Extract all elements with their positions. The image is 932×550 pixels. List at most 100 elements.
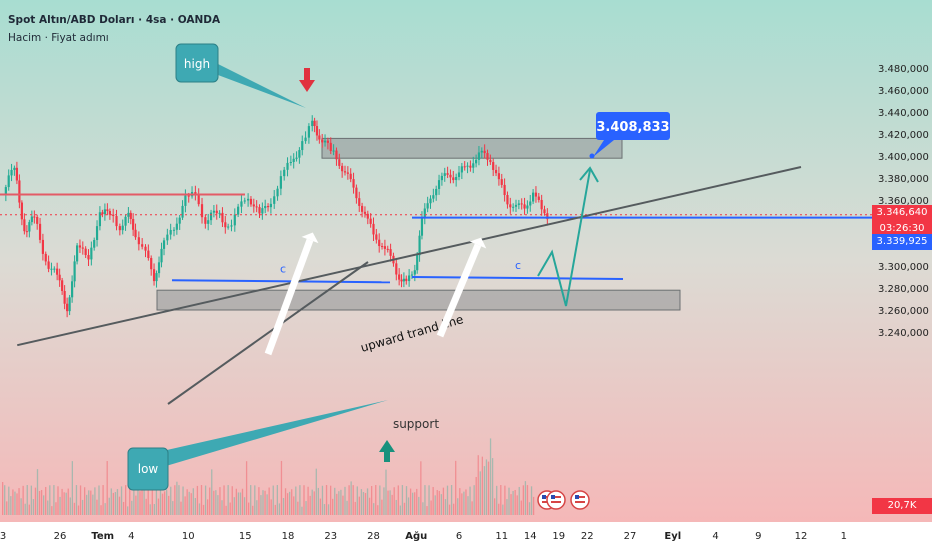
down-arrow-head	[299, 80, 315, 92]
y-tick-label: 3.460,000	[878, 86, 929, 97]
candle-body	[194, 191, 197, 195]
volume-badge: 20,7K	[872, 498, 932, 514]
projection-arrow-head	[579, 166, 599, 183]
volume-bar	[330, 485, 332, 515]
candle-body	[506, 195, 509, 205]
volume-bar	[360, 489, 363, 515]
candle-body	[129, 212, 132, 219]
low-callout-box	[127, 447, 169, 491]
candle-body	[175, 223, 178, 230]
volume-bar	[522, 485, 524, 515]
volume-bar	[293, 496, 295, 515]
candle-body	[529, 201, 532, 206]
candle-body	[514, 204, 518, 207]
flag-stripe	[575, 501, 585, 503]
candle-body	[30, 216, 33, 223]
candle-body	[157, 262, 161, 274]
candle-body	[307, 126, 310, 138]
upward-trend-line	[17, 166, 802, 347]
volume-bar	[166, 489, 168, 515]
volume-bar	[20, 498, 22, 515]
x-tick-label: 27	[624, 531, 637, 542]
volume-bar	[489, 438, 492, 515]
volume-bar	[299, 485, 301, 515]
volume-bar	[32, 499, 35, 515]
down-arrow-shaft	[304, 68, 310, 80]
volume-bar	[112, 492, 114, 515]
candle-body	[546, 213, 549, 220]
volume-bar	[340, 489, 342, 515]
volume-bar	[139, 491, 141, 515]
volume-bar	[286, 493, 289, 515]
candle-body	[361, 205, 364, 212]
candle-body	[98, 212, 101, 227]
candle-body	[443, 173, 446, 176]
volume-bar	[239, 492, 242, 515]
volume-bar	[120, 486, 123, 515]
candle-body	[53, 268, 56, 270]
volume-bar	[276, 485, 278, 515]
volume-bar	[528, 502, 531, 515]
candle-body	[520, 203, 523, 205]
y-tick-label: 3.420,000	[878, 130, 929, 141]
candle-body	[416, 255, 419, 271]
volume-bar	[303, 485, 305, 515]
volume-bar	[401, 485, 404, 515]
y-tick-label: 3.380,000	[878, 174, 929, 185]
y-tick-label: 3.360,000	[878, 196, 929, 207]
volume-bar	[391, 494, 393, 515]
candle-body	[440, 175, 443, 181]
volume-bar	[2, 482, 4, 515]
candle-body	[408, 275, 411, 282]
flag-canton	[551, 495, 555, 499]
volume-bar	[202, 504, 205, 515]
candle-body	[395, 263, 398, 275]
candle-body	[252, 204, 255, 207]
volume-bar	[73, 502, 76, 515]
candle-body	[432, 195, 435, 199]
candle-body	[352, 179, 355, 188]
volume-bar	[373, 503, 375, 515]
volume-bar	[88, 490, 90, 515]
volume-bar	[258, 487, 260, 515]
candle-body	[160, 248, 163, 263]
volume-bar	[30, 485, 32, 515]
candle-body	[446, 173, 449, 175]
candle-body	[212, 210, 215, 213]
volume-bar	[204, 485, 207, 515]
volume-bar	[307, 486, 309, 515]
candle-body	[418, 235, 421, 256]
candle-body	[121, 225, 124, 231]
candle-body	[332, 150, 335, 152]
candle-body	[93, 239, 96, 248]
flag-stripe	[551, 496, 561, 498]
volume-bar	[96, 499, 98, 515]
volume-bar	[444, 499, 447, 515]
candle-body	[15, 167, 18, 181]
volume-bar	[184, 496, 186, 515]
candle-body	[90, 247, 93, 260]
candle-body	[363, 211, 367, 214]
volume-bar	[159, 487, 162, 515]
blue-level-badge: 3.339,925	[872, 233, 932, 250]
volume-bar	[530, 486, 533, 515]
candle-body	[20, 202, 23, 220]
x-tick-label: 6	[456, 531, 462, 542]
candle-body	[166, 234, 169, 241]
white-arrow-shaft	[436, 243, 482, 338]
volume-bar	[461, 493, 463, 515]
volume-bar	[229, 502, 231, 515]
candle-body	[449, 174, 452, 178]
volume-bar	[209, 487, 211, 515]
x-tick-label: Tem	[91, 531, 114, 542]
candle-body	[405, 278, 408, 282]
candle-body	[435, 188, 438, 196]
volume-bar	[504, 485, 506, 515]
candle-body	[279, 176, 282, 189]
volume-bar	[47, 500, 49, 515]
volume-bar	[502, 504, 504, 515]
candle-body	[437, 180, 441, 189]
volume-bar	[463, 491, 465, 515]
white-arrow-shaft	[264, 238, 314, 356]
x-tick-label: 9	[755, 531, 761, 542]
